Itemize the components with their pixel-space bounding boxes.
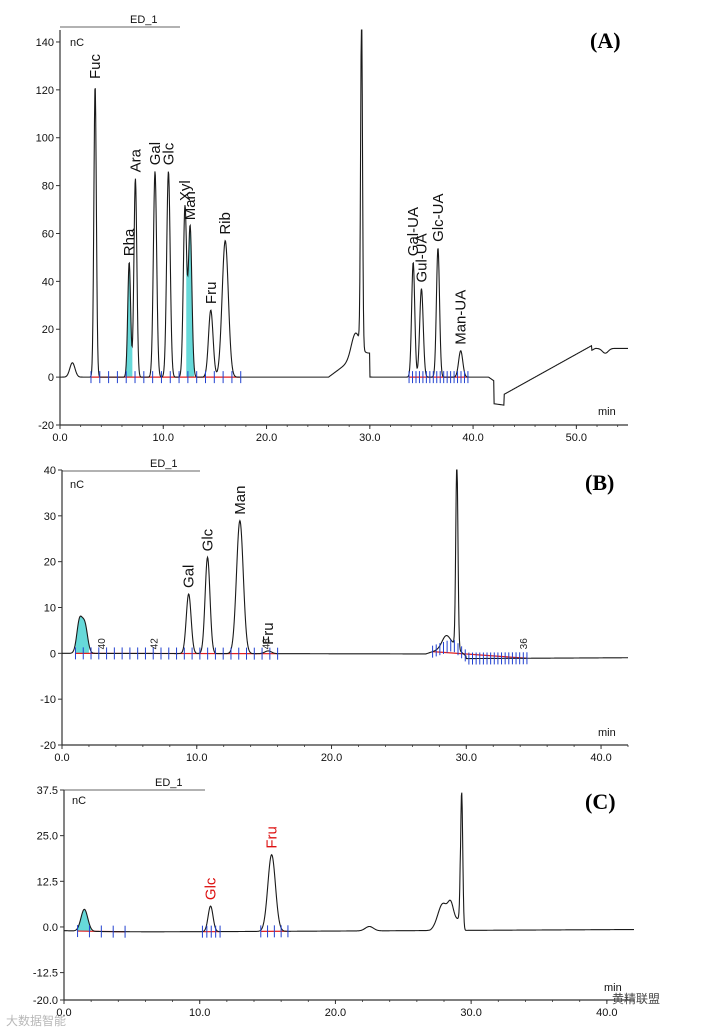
x-tick-label: 40.0 <box>596 1007 617 1019</box>
x-tick-label: 0.0 <box>52 432 67 444</box>
y-unit-label: nC <box>70 37 84 49</box>
y-tick-label: 40 <box>44 465 56 477</box>
peak-fill-man <box>186 225 194 378</box>
y-tick-label: -20.0 <box>33 995 58 1007</box>
panel-label: (C) <box>585 789 616 814</box>
peak-label-gal-ua: Gal-UA <box>405 207 422 256</box>
peak-number-label: 42 <box>150 638 161 650</box>
y-tick-label: 37.5 <box>37 785 58 797</box>
y-tick-label: 25.0 <box>37 831 58 843</box>
x-tick-label: 20.0 <box>321 752 342 764</box>
peak-label-man: Man <box>232 486 249 515</box>
watermark-left-text: 大数据智能 <box>6 1014 67 1028</box>
peak-label-glc: Glc <box>203 877 220 900</box>
peak-label-rha: Rha <box>121 228 138 256</box>
peak-label-fru: Fru <box>203 282 220 305</box>
watermark-right-text: 黄精联盟 <box>612 992 661 1006</box>
chart-panel-c: -20.0 -12.5 0.0 12.5 25.0 37.5 0.0 10.0 20.0 30.0… <box>33 777 635 1019</box>
peak-label-ara: Ara <box>127 148 144 172</box>
y-tick-label: 80 <box>42 181 54 193</box>
x-tick-label: 20.0 <box>256 432 277 444</box>
y-unit-label: nC <box>70 479 84 491</box>
peak-label-fru: Fru <box>260 622 277 645</box>
peak-number-label: 40 <box>97 638 108 650</box>
peak-label-gul-ua: Gul-UA <box>413 233 430 282</box>
panel-label: (A) <box>590 28 621 53</box>
chromatogram-trace <box>63 792 635 933</box>
watermark-left: 大数据智能 <box>6 1012 66 1029</box>
peak-label-xyl: Xyl <box>177 180 194 201</box>
x-tick-label: 10.0 <box>189 1007 210 1019</box>
chromatogram-trace <box>62 469 629 660</box>
x-tick-label: 20.0 <box>325 1007 346 1019</box>
chart-panel-b: -20 -10 0 10 20 30 40 0.0 10.0 20.0 30.0 40.0 ED_1 nC… <box>40 458 629 764</box>
x-tick-label: 10.0 <box>153 432 174 444</box>
y-tick-label: 60 <box>42 228 54 240</box>
x-unit-label: min <box>604 982 622 994</box>
peak-number-label: 36 <box>519 638 530 650</box>
y-tick-label: 20 <box>42 324 54 336</box>
watermark-right: 黄精联盟 <box>612 990 660 1007</box>
peak-number-label: 48 <box>261 638 272 650</box>
peak-label-gal: Gal <box>181 565 198 588</box>
x-tick-label: 50.0 <box>566 432 587 444</box>
y-tick-label: -20 <box>40 740 56 752</box>
trace-label: ED_1 <box>130 14 158 26</box>
y-tick-label: 120 <box>36 85 54 97</box>
peak-label-rib: Rib <box>217 212 234 235</box>
trace-label: ED_1 <box>155 777 183 789</box>
peak-label-man-ua: Man-UA <box>453 290 470 345</box>
y-tick-label: 0 <box>48 372 54 384</box>
peak-fill-rha <box>126 262 133 378</box>
x-tick-label: 30.0 <box>456 752 477 764</box>
x-tick-label: 0.0 <box>54 752 69 764</box>
y-tick-label: 10 <box>44 603 56 615</box>
chromatogram-trace <box>60 29 628 406</box>
peak-fill-early <box>77 909 92 932</box>
x-tick-label: 30.0 <box>359 432 380 444</box>
y-tick-label: 0.0 <box>43 922 58 934</box>
y-tick-label: 12.5 <box>37 876 58 888</box>
y-unit-label: nC <box>72 795 86 807</box>
y-tick-label: -12.5 <box>33 968 58 980</box>
y-tick-label: 30 <box>44 511 56 523</box>
y-tick-label: -20 <box>38 420 54 432</box>
trace-label: ED_1 <box>150 458 178 470</box>
peak-label-glc: Glc <box>160 142 177 165</box>
peak-label-fru: Fru <box>264 826 281 849</box>
y-tick-label: 100 <box>36 133 54 145</box>
x-tick-label: 30.0 <box>460 1007 481 1019</box>
panel-label: (B) <box>585 470 614 495</box>
y-tick-label: 20 <box>44 557 56 569</box>
y-tick-label: -10 <box>40 694 56 706</box>
x-tick-label: 0.0 <box>56 1007 71 1019</box>
chart-panel-a: -20 0 20 40 60 80 100 120 140 0.0 10.0 20.0 30.0 40.0… <box>36 14 628 444</box>
peak-label-glc-ua: Glc-UA <box>430 194 447 242</box>
x-unit-label: min <box>598 727 616 739</box>
y-tick-label: 140 <box>36 37 54 49</box>
y-tick-label: 40 <box>42 276 54 288</box>
x-tick-label: 40.0 <box>462 432 483 444</box>
peak-label-gal: Gal <box>147 142 164 165</box>
x-tick-label: 40.0 <box>590 752 611 764</box>
peak-label-glc: Glc <box>200 528 217 551</box>
y-tick-label: 0 <box>50 648 56 660</box>
peak-label-man: Man <box>182 191 199 220</box>
x-tick-label: 10.0 <box>186 752 207 764</box>
x-unit-label: min <box>598 406 616 418</box>
peak-label-fuc: Fuc <box>87 54 104 80</box>
